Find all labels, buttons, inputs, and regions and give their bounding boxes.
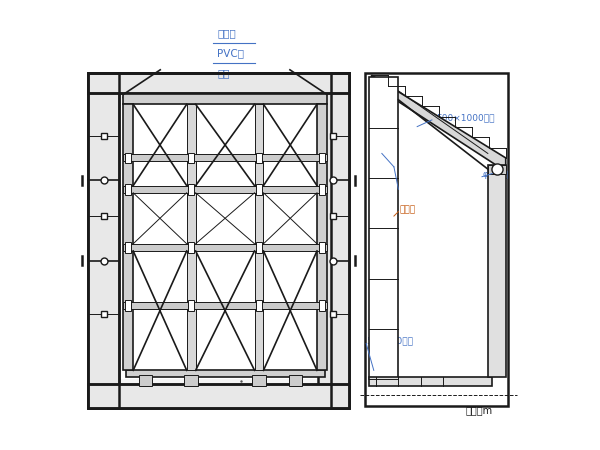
Bar	[184, 375, 198, 386]
Bar	[319, 184, 325, 194]
Bar	[370, 77, 398, 379]
Bar	[188, 184, 194, 194]
Bar	[256, 184, 262, 194]
Bar	[319, 300, 325, 311]
Bar	[124, 302, 327, 309]
Bar	[256, 300, 262, 311]
Text: PVC管: PVC管	[217, 48, 244, 58]
Polygon shape	[371, 75, 506, 171]
Text: 50×100方木: 50×100方木	[366, 337, 413, 346]
Bar	[119, 100, 331, 379]
Bar	[88, 73, 119, 408]
Bar	[125, 300, 131, 311]
Bar	[188, 242, 194, 253]
Text: φ16螺栓: φ16螺栓	[482, 171, 509, 180]
Bar	[319, 153, 325, 163]
Text: 木模: 木模	[217, 68, 230, 78]
Bar	[88, 73, 349, 93]
Bar	[124, 154, 327, 162]
Bar	[187, 104, 196, 370]
Bar	[125, 184, 131, 194]
Text: 边模: 边模	[375, 147, 386, 156]
Bar	[188, 153, 194, 163]
Bar	[289, 375, 302, 386]
Bar	[318, 73, 349, 408]
Bar	[124, 104, 133, 370]
Bar	[254, 104, 263, 370]
Bar	[124, 244, 327, 251]
Bar	[88, 384, 349, 408]
Text: 500×1000木模: 500×1000木模	[436, 113, 495, 122]
Bar	[488, 165, 506, 174]
Bar	[88, 73, 349, 408]
Bar	[319, 242, 325, 253]
Bar	[488, 165, 506, 377]
Bar	[125, 370, 325, 377]
Bar	[256, 242, 262, 253]
Bar	[256, 153, 262, 163]
Bar	[124, 186, 327, 193]
Bar	[125, 242, 131, 253]
Bar	[139, 375, 152, 386]
Bar	[317, 104, 327, 370]
Bar	[370, 377, 493, 386]
Text: 混凝土: 混凝土	[217, 28, 236, 38]
Bar	[88, 73, 349, 408]
Bar	[124, 94, 327, 104]
Text: 穿孔板: 穿孔板	[399, 205, 415, 214]
Bar	[252, 375, 266, 386]
Bar	[125, 153, 131, 163]
Text: 单位：m: 单位：m	[466, 405, 493, 416]
Bar	[365, 73, 508, 406]
Bar	[188, 300, 194, 311]
